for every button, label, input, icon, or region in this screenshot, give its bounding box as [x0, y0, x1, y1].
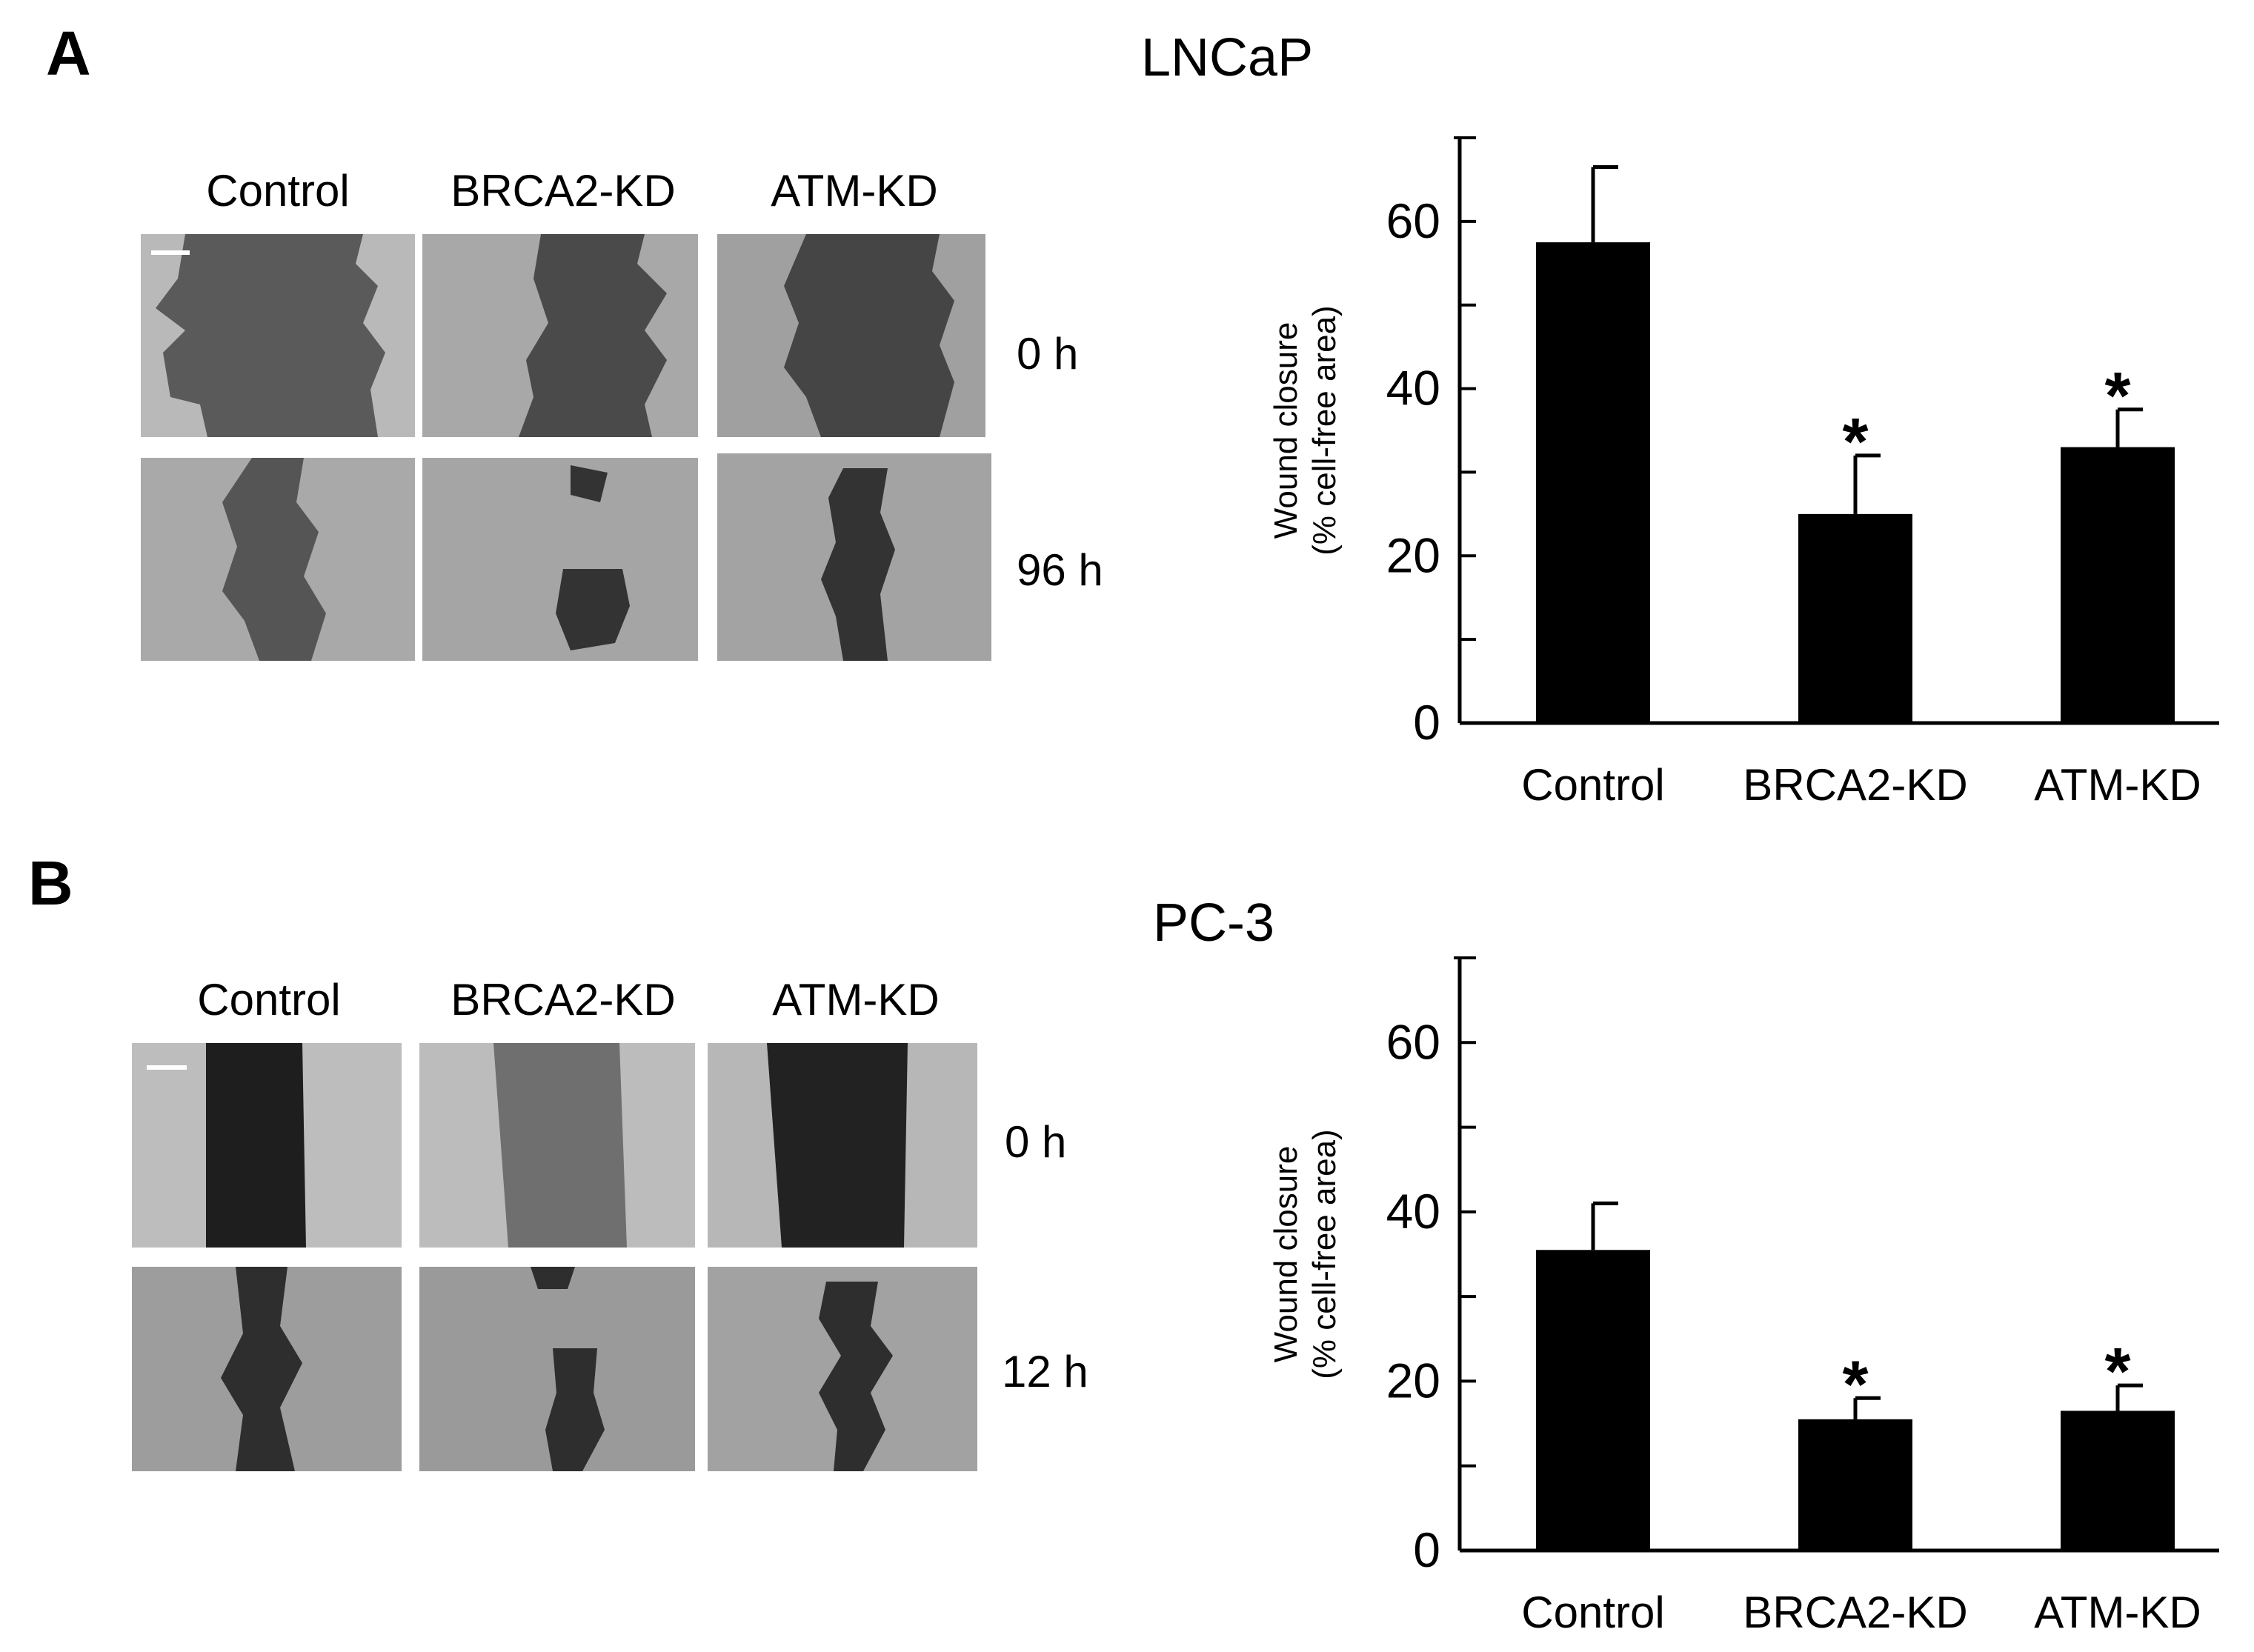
x-tick-label: BRCA2-KD — [1743, 1588, 1967, 1637]
micrograph-pc3-control-0h — [132, 1043, 402, 1248]
micrograph-lncap-atm-0h — [717, 234, 985, 437]
wound-closure-chart-lncap: 0 20 40 60 Wound closure (% cell-free area) Co… — [1268, 136, 2219, 810]
panel-letter-b: B — [28, 848, 73, 918]
x-tick-label: Control — [1521, 1588, 1664, 1637]
column-label-brca2-b: BRCA2-KD — [451, 975, 676, 1025]
x-tick-label: ATM-KD — [2034, 760, 2201, 810]
significance-asterisk: * — [1842, 1348, 1868, 1422]
micrograph-pc3-atm-12h — [708, 1267, 977, 1471]
y-tick-label: 20 — [1386, 527, 1440, 582]
micrograph-pc3-atm-0h — [708, 1043, 977, 1248]
bar-atm-kd — [2061, 447, 2175, 723]
significance-asterisk: * — [2104, 1335, 2130, 1409]
column-label-control-a: Control — [206, 166, 350, 216]
bar-brca2-kd — [1798, 513, 1912, 723]
time-label-a-0h: 0 h — [1017, 329, 1079, 379]
micrograph-lncap-brca2-96h — [422, 458, 698, 661]
x-tick-label: ATM-KD — [2034, 1588, 2201, 1637]
y-tick-label: 60 — [1386, 193, 1440, 248]
y-tick-label: 20 — [1386, 1353, 1440, 1408]
micrograph-lncap-control-96h — [141, 458, 415, 661]
y-axis-label-line1: Wound closure — [1268, 322, 1304, 539]
time-label-b-0h: 0 h — [1005, 1117, 1067, 1167]
y-axis-label-line1: Wound closure — [1268, 1146, 1304, 1363]
panel-letter-a: A — [46, 19, 91, 88]
column-label-brca2-a: BRCA2-KD — [451, 166, 676, 216]
y-axis-label-line2: (% cell-free area) — [1306, 305, 1343, 555]
micrograph-pc3-brca2-0h — [419, 1043, 695, 1248]
time-label-a-96h: 96 h — [1017, 545, 1103, 595]
micrograph-pc3-brca2-12h — [419, 1267, 695, 1471]
column-label-atm-b: ATM-KD — [772, 975, 940, 1025]
bar-atm-kd — [2061, 1410, 2175, 1551]
bar-control — [1536, 242, 1650, 723]
bar-control — [1536, 1250, 1650, 1551]
y-tick-label: 0 — [1413, 1522, 1440, 1577]
significance-asterisk: * — [1842, 405, 1868, 479]
y-tick-label: 0 — [1413, 695, 1440, 750]
micrograph-lncap-control-0h — [141, 234, 415, 437]
micrograph-lncap-brca2-0h — [422, 234, 698, 437]
y-tick-label: 40 — [1386, 1184, 1440, 1239]
significance-asterisk: * — [2104, 359, 2130, 433]
bar-brca2-kd — [1798, 1419, 1912, 1551]
y-axis-label-line2: (% cell-free area) — [1306, 1129, 1343, 1379]
y-tick-label: 40 — [1386, 361, 1440, 416]
column-label-atm-a: ATM-KD — [771, 166, 938, 216]
time-label-b-12h: 12 h — [1002, 1347, 1088, 1396]
cell-line-title-lncap: LNCaP — [1141, 28, 1314, 87]
y-tick-label: 60 — [1386, 1014, 1440, 1069]
column-label-control-b: Control — [197, 975, 341, 1025]
cell-line-title-pc3: PC-3 — [1153, 893, 1275, 953]
wound-closure-chart-pc3: 0 20 40 60 Wound closure (% cell-free area) Co… — [1268, 956, 2219, 1637]
micrograph-lncap-atm-96h — [717, 453, 991, 661]
x-tick-label: BRCA2-KD — [1743, 760, 1967, 810]
micrograph-pc3-control-12h — [132, 1267, 402, 1471]
x-tick-label: Control — [1521, 760, 1664, 810]
